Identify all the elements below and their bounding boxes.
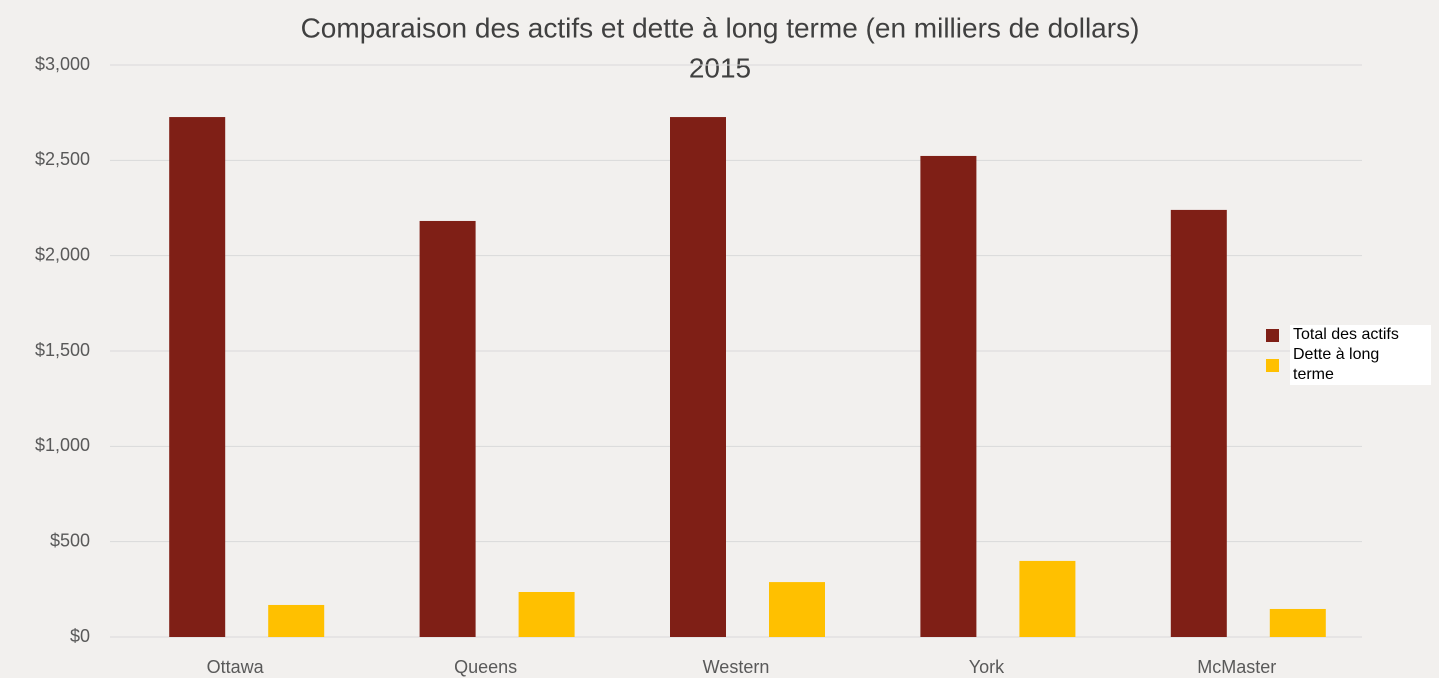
y-tick-label: $2,500 <box>35 149 90 169</box>
y-tick-label: $0 <box>70 626 90 646</box>
bar <box>1170 209 1227 637</box>
x-tick-label: Ottawa <box>207 657 265 677</box>
legend-swatch <box>1266 328 1279 342</box>
x-tick-label: McMaster <box>1197 657 1276 677</box>
x-tick-label: York <box>969 657 1005 677</box>
legend-item: Dette à long terme <box>1266 345 1439 385</box>
bar <box>419 220 476 637</box>
x-tick-label: Western <box>703 657 770 677</box>
bar <box>268 604 325 637</box>
bar <box>1269 608 1326 637</box>
y-tick-label: $1,000 <box>35 435 90 455</box>
bar <box>920 155 977 637</box>
x-tick-label: Queens <box>454 657 517 677</box>
y-tick-label: $500 <box>50 530 90 550</box>
legend-item: Total des actifs <box>1266 325 1439 345</box>
bar <box>518 592 575 637</box>
legend: Total des actifs Dette à long terme <box>1266 325 1439 385</box>
chart-subtitle: 2015 <box>689 52 751 83</box>
chart-title: Comparaison des actifs et dette à long t… <box>301 12 1140 43</box>
legend-label: Total des actifs <box>1290 325 1431 345</box>
bar <box>169 117 226 637</box>
legend-label: Dette à long terme <box>1290 345 1431 385</box>
y-tick-label: $1,500 <box>35 340 90 360</box>
y-tick-label: $3,000 <box>35 54 90 74</box>
bar <box>1019 560 1076 637</box>
bar <box>670 117 726 637</box>
y-tick-label: $2,000 <box>35 244 90 264</box>
legend-swatch <box>1266 358 1279 372</box>
bar <box>769 582 825 637</box>
